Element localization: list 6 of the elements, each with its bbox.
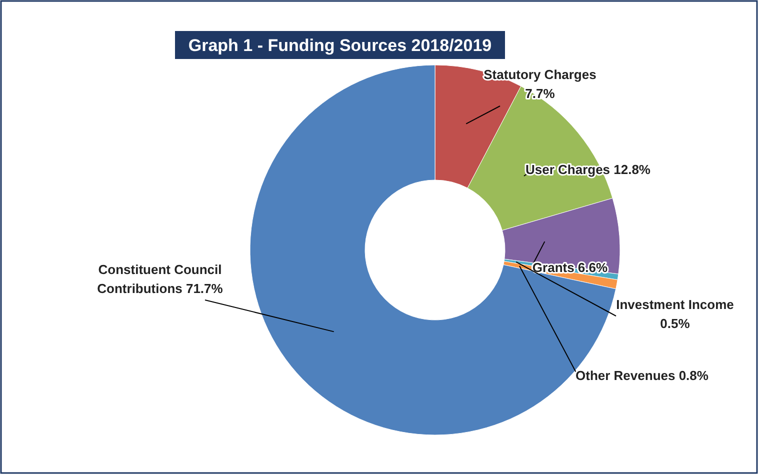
slice-label: Constituent Council Contributions 71.7% (97, 262, 224, 296)
slice-label: Investment Income (616, 297, 734, 312)
chart-title: Graph 1 - Funding Sources 2018/2019 (188, 36, 492, 55)
donut-slice (250, 64, 616, 435)
slice-label: Other Revenues 0.8% (576, 368, 709, 383)
data-label: 0.5% (660, 316, 690, 331)
